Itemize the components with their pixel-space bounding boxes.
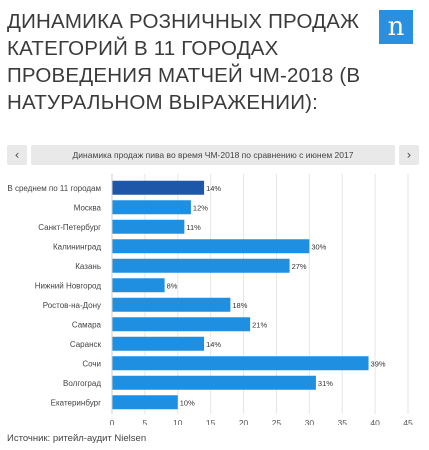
- x-tick-label: 0: [110, 418, 115, 425]
- x-tick-label: 35: [337, 418, 347, 425]
- data-label: 31%: [318, 379, 333, 388]
- data-label: 11%: [186, 223, 201, 232]
- bar: [112, 375, 316, 390]
- category-label: В среднем по 11 городам: [7, 184, 101, 193]
- bar: [112, 219, 185, 234]
- bar: [112, 356, 369, 371]
- bar: [112, 239, 310, 254]
- nielsen-logo: n: [379, 10, 413, 44]
- bar: [112, 317, 251, 332]
- bar: [112, 200, 191, 215]
- category-label: Нижний Новгород: [35, 281, 102, 290]
- chart-selector: ‹ Динамика продаж пива во время ЧМ-2018 …: [7, 145, 419, 165]
- data-label: 18%: [232, 301, 247, 310]
- x-tick-label: 30: [305, 418, 315, 425]
- data-label: 14%: [206, 184, 221, 193]
- x-tick-label: 40: [370, 418, 380, 425]
- data-label: 10%: [180, 398, 195, 407]
- x-tick-label: 15: [206, 418, 216, 425]
- logo-letter: n: [387, 12, 405, 42]
- bar: [112, 395, 178, 410]
- bar: [112, 180, 205, 195]
- chevron-left-icon[interactable]: ‹: [7, 145, 27, 165]
- x-tick-label: 20: [239, 418, 249, 425]
- bar: [112, 336, 205, 351]
- bar-chart: 0 5 10 15 20 25 30 35 40 45 В среднем по 11 города…: [7, 174, 413, 425]
- chart-selector-label[interactable]: Динамика продаж пива во время ЧМ-2018 по…: [31, 145, 395, 165]
- category-label: Екатеринбург: [51, 398, 101, 407]
- category-label: Санкт-Петербург: [38, 223, 101, 232]
- category-label: Самара: [72, 320, 102, 329]
- category-label: Ростов-на-Дону: [43, 301, 101, 310]
- x-tick-label: 5: [143, 418, 148, 425]
- bar: [112, 258, 290, 273]
- x-tick-label: 25: [272, 418, 282, 425]
- bar: [112, 297, 231, 312]
- data-label: 8%: [167, 281, 178, 290]
- data-label: 39%: [371, 359, 386, 368]
- bar: [112, 278, 165, 293]
- x-tick-label: 45: [403, 418, 413, 425]
- page-title: ДИНАМИКА РОЗНИЧНЫХ ПРОДАЖ КАТЕГОРИЙ В 11…: [7, 10, 361, 114]
- data-label: 30%: [311, 242, 326, 251]
- category-label: Казань: [75, 262, 101, 271]
- category-label: Саранск: [70, 340, 102, 349]
- data-label: 27%: [292, 262, 307, 271]
- data-label: 14%: [206, 340, 221, 349]
- category-label: Калининград: [53, 242, 101, 251]
- chevron-right-icon[interactable]: ›: [399, 145, 419, 165]
- x-tick-label: 10: [173, 418, 183, 425]
- source-note: Источник: ритейл-аудит Nielsen: [7, 433, 147, 444]
- category-label: Волгоград: [63, 379, 101, 388]
- data-label: 12%: [193, 203, 208, 212]
- category-label: Сочи: [82, 359, 101, 368]
- category-label: Москва: [74, 203, 102, 212]
- data-label: 21%: [252, 320, 267, 329]
